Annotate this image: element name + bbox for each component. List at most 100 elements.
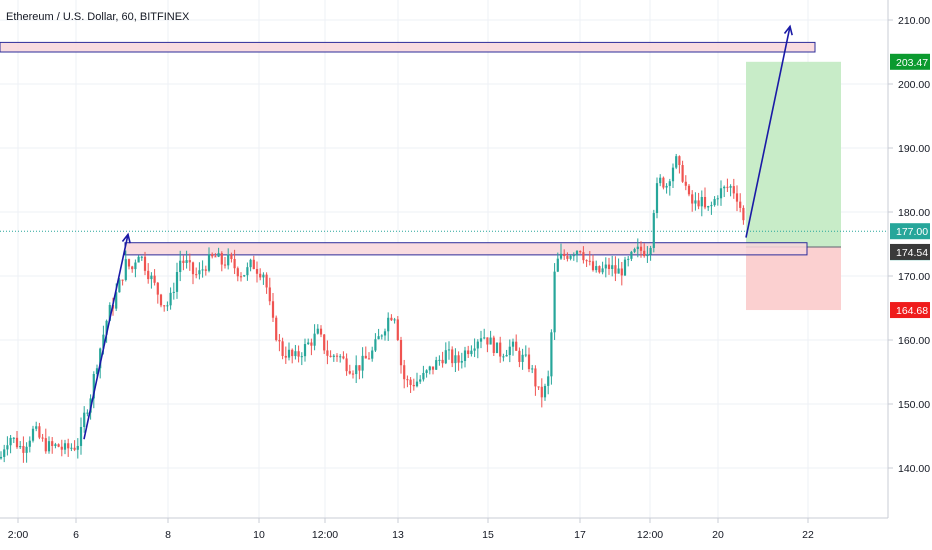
- candle-body: [191, 262, 195, 275]
- candle-body: [188, 260, 191, 263]
- candle-body: [534, 368, 537, 387]
- candle-body: [665, 185, 668, 188]
- candle-body: [444, 350, 447, 364]
- candle-body: [735, 193, 739, 202]
- candle-body: [652, 213, 655, 248]
- candle-body: [383, 331, 387, 336]
- candle-body: [284, 355, 287, 358]
- candle-body: [25, 446, 28, 453]
- long-position-profit-zone[interactable]: [746, 61, 841, 247]
- entry-price-tag-bg: [890, 243, 930, 260]
- candle-body: [230, 254, 233, 259]
- candle-body: [646, 254, 649, 257]
- candle-body: [710, 205, 713, 207]
- support-zone-rectangle[interactable]: [124, 242, 808, 256]
- time-axis[interactable]: 2:00 6 8 10 12:00 13 15 17 12:00 20 22: [0, 517, 888, 541]
- candle-body: [633, 249, 636, 252]
- time-tick-label: 8: [165, 529, 171, 541]
- candle-body: [300, 356, 303, 358]
- candle-body: [703, 196, 707, 208]
- candle-body: [358, 365, 361, 371]
- candle-body: [47, 441, 51, 452]
- candle-body: [531, 368, 534, 370]
- price-tick-label: 200.00: [898, 79, 930, 91]
- candle-body: [95, 368, 99, 374]
- candle-body: [236, 268, 239, 277]
- candle-body: [108, 304, 111, 321]
- candle-body: [716, 198, 719, 200]
- candle-body: [166, 305, 169, 307]
- chart-title: Ethereum / U.S. Dollar, 60, BITFINEX: [6, 11, 190, 23]
- candle-body: [572, 255, 575, 257]
- candle-body: [265, 274, 268, 288]
- price-axis[interactable]: 210.00 200.00 190.00 180.00 170.00 160.00 150.…: [887, 0, 930, 518]
- long-position-loss-zone[interactable]: [746, 246, 841, 311]
- candle-body: [607, 264, 611, 269]
- candle-body: [83, 412, 86, 428]
- candle-body: [131, 266, 134, 270]
- candle-body: [163, 305, 166, 307]
- candle-body: [630, 251, 633, 259]
- candle-body: [134, 262, 137, 270]
- arrow-rally-first-head: [121, 232, 131, 244]
- candle-body: [537, 386, 540, 388]
- target-price-tag: 203.47: [896, 57, 928, 69]
- resistance-zone-rectangle[interactable]: [0, 41, 816, 53]
- candle-body: [198, 270, 201, 275]
- candle-body: [575, 251, 579, 256]
- candle-body: [9, 437, 12, 446]
- candle-body: [348, 371, 351, 374]
- candle-body: [137, 256, 140, 263]
- candle-body: [175, 272, 179, 292]
- candle-body: [559, 253, 563, 259]
- candle-body: [495, 342, 499, 353]
- candle-body: [569, 255, 572, 259]
- candle-body: [659, 177, 662, 184]
- candle-body: [172, 291, 175, 293]
- candle-body: [54, 444, 57, 447]
- candle-body: [457, 355, 460, 363]
- candle-body: [127, 259, 131, 267]
- candle-body: [623, 259, 627, 276]
- candle-body: [671, 167, 675, 182]
- candle-body: [201, 269, 204, 271]
- candle-body: [479, 338, 483, 342]
- candle-body: [102, 334, 105, 349]
- candle-body: [415, 381, 419, 387]
- candle-body: [204, 269, 207, 271]
- candle-body: [153, 275, 156, 283]
- candle-body: [707, 206, 710, 208]
- candle-body: [374, 339, 377, 351]
- candle-body: [579, 251, 582, 253]
- stop-price-tag-bg: [890, 302, 930, 319]
- candle-body: [649, 247, 652, 255]
- candle-body: [454, 355, 457, 364]
- candle-body: [447, 349, 451, 351]
- candle-body: [588, 260, 591, 262]
- candle-body: [713, 199, 716, 206]
- candle-body: [223, 264, 227, 266]
- candle-body: [249, 259, 252, 268]
- candle-body: [233, 258, 236, 269]
- candle-body: [271, 301, 275, 318]
- candle-body: [76, 445, 79, 450]
- candle-body: [678, 156, 681, 166]
- candle-body: [124, 259, 127, 280]
- candle-body: [508, 346, 511, 356]
- candle-body: [611, 265, 614, 269]
- candle-body: [44, 438, 47, 452]
- candle-body: [150, 275, 153, 280]
- candle-body: [19, 446, 22, 448]
- candle-body: [582, 252, 585, 261]
- price-tick-label: 140.00: [898, 463, 930, 475]
- candle-body: [614, 265, 617, 274]
- time-tick-label: 12:00: [312, 529, 338, 541]
- candle-body: [563, 253, 566, 257]
- candle-body: [51, 441, 54, 447]
- candle-body: [636, 246, 639, 250]
- candle-body: [326, 350, 329, 356]
- candle-body: [41, 437, 44, 439]
- candle-body: [502, 356, 505, 358]
- candle-body: [303, 344, 307, 357]
